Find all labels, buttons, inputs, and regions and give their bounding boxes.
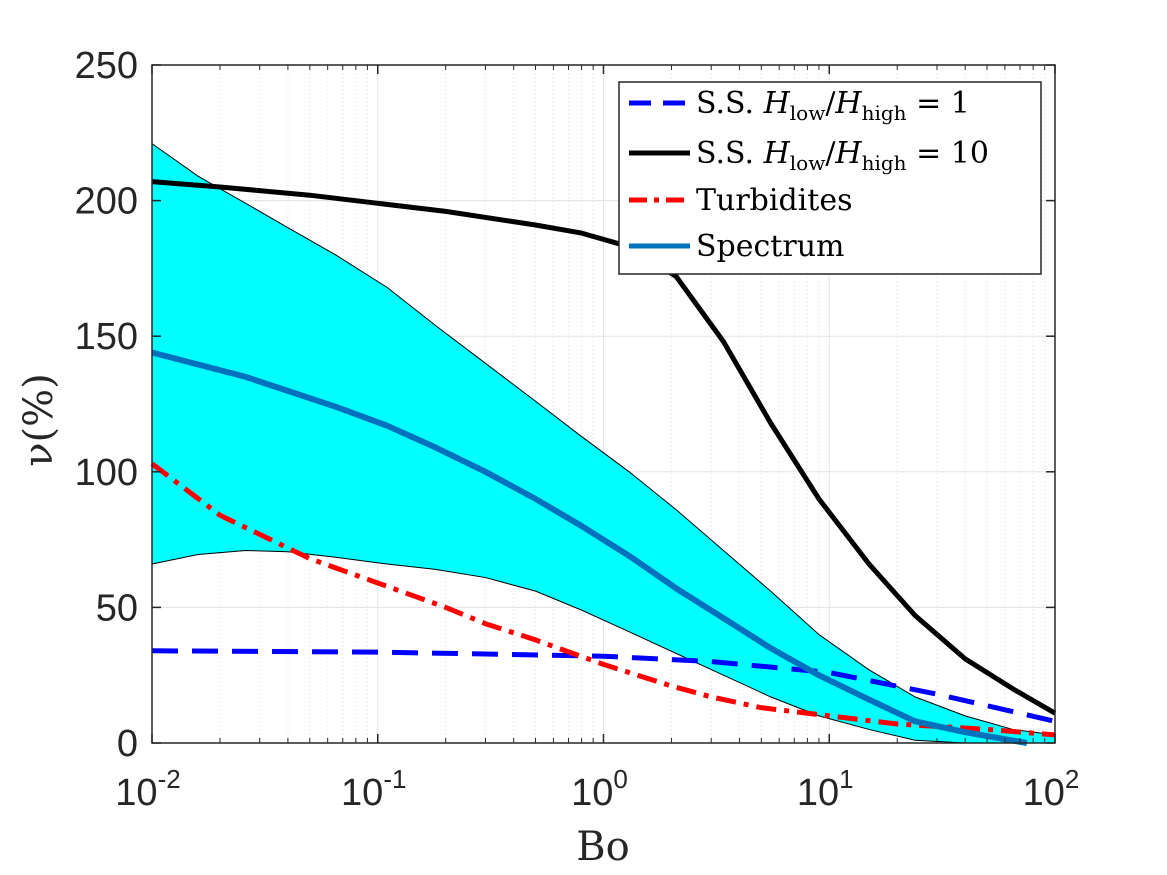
legend-box [618,81,1042,275]
x-tick-label: 101 [797,764,854,814]
legend-label: S.S. Hlow/Hhigh = 1 [696,86,970,125]
series-line-s-s-h-low-h-high-10 [151,179,1057,716]
legend-label: S.S. Hlow/Hhigh = 10 [696,136,989,175]
y-axis-label: ν(%) [16,373,62,467]
x-tick-label: 10-1 [341,764,406,814]
axis-ticks: 0 50 100 150 200 250 10-2 10-1 100 101 102 [75,45,1080,814]
y-tick-label: 250 [75,45,138,87]
series-line-s-s-h-low-h-high-1 [151,648,1056,724]
series-line-turbidites [150,461,1056,738]
series-group [150,179,1057,746]
y-tick-label: 0 [117,723,138,765]
legend-label: Spectrum [696,229,844,264]
x-tick-label: 10-2 [115,764,180,814]
y-tick-label: 100 [75,452,138,494]
legend: S.S. Hlow/Hhigh = 1 S.S. Hlow/Hhigh = 10 T… [618,81,1042,275]
y-tick-label: 200 [75,181,138,223]
x-tick-label: 102 [1023,764,1080,814]
y-tick-label: 150 [75,316,138,358]
x-axis-label: Bo [576,824,629,870]
x-tick-label: 100 [571,764,628,814]
legend-label: Turbidites [696,183,852,218]
y-tick-label: 50 [96,587,138,629]
series-line-spectrum [151,349,1028,746]
